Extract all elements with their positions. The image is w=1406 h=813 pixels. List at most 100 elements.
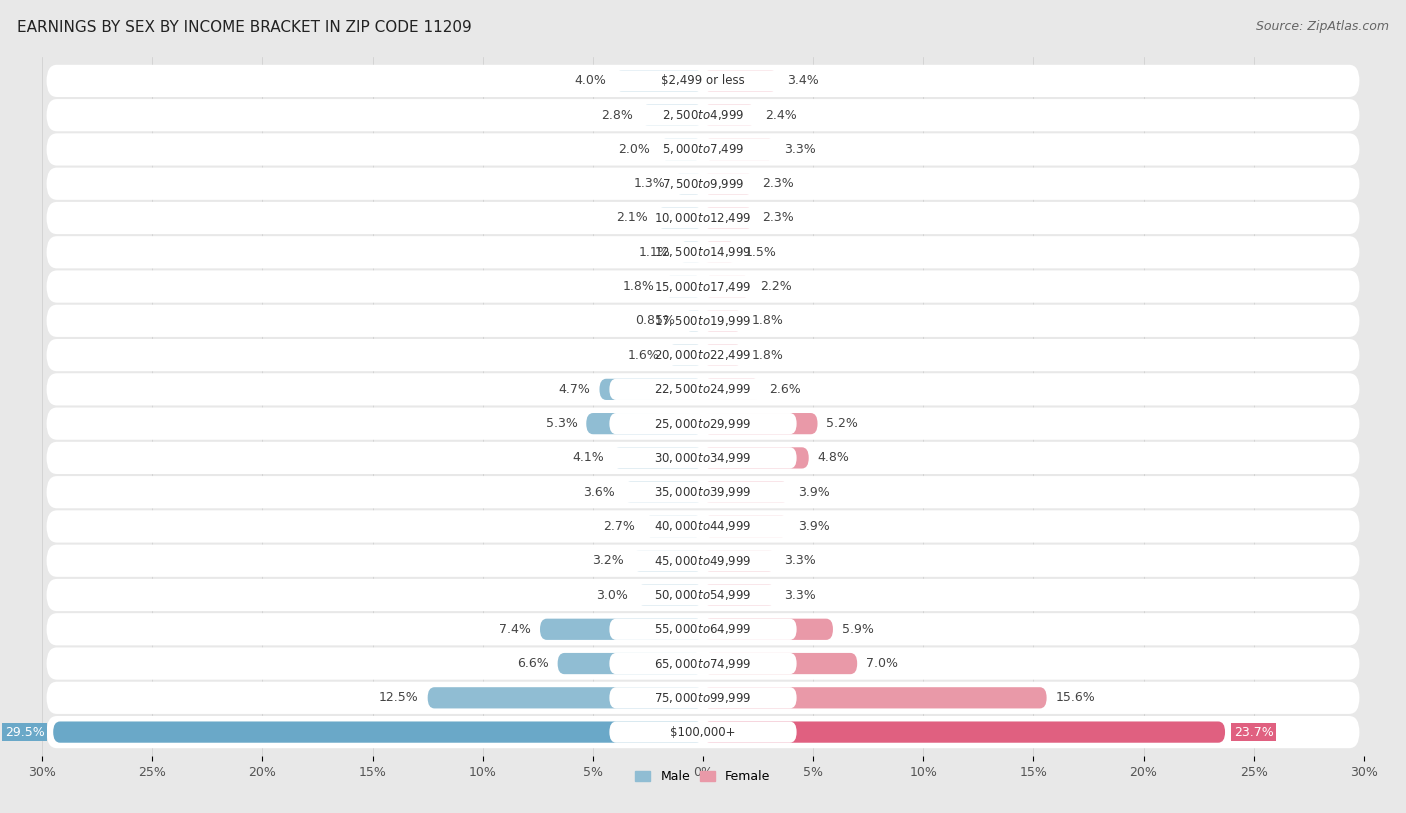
Text: 4.1%: 4.1% xyxy=(572,451,605,464)
Text: Source: ZipAtlas.com: Source: ZipAtlas.com xyxy=(1256,20,1389,33)
Text: 4.0%: 4.0% xyxy=(574,75,606,88)
Text: 3.6%: 3.6% xyxy=(583,485,614,498)
FancyBboxPatch shape xyxy=(703,619,832,640)
FancyBboxPatch shape xyxy=(613,447,703,468)
FancyBboxPatch shape xyxy=(703,139,776,160)
FancyBboxPatch shape xyxy=(703,241,737,263)
Text: 1.3%: 1.3% xyxy=(634,177,665,190)
FancyBboxPatch shape xyxy=(703,413,817,434)
Text: $5,000 to $7,499: $5,000 to $7,499 xyxy=(662,142,744,156)
Text: 3.3%: 3.3% xyxy=(785,589,817,602)
FancyBboxPatch shape xyxy=(609,653,797,674)
FancyBboxPatch shape xyxy=(46,133,1360,166)
Text: $35,000 to $39,999: $35,000 to $39,999 xyxy=(654,485,752,499)
FancyBboxPatch shape xyxy=(609,70,797,92)
FancyBboxPatch shape xyxy=(633,550,703,572)
FancyBboxPatch shape xyxy=(46,339,1360,372)
Text: 23.7%: 23.7% xyxy=(1234,725,1274,738)
FancyBboxPatch shape xyxy=(46,202,1360,234)
FancyBboxPatch shape xyxy=(703,515,789,537)
FancyBboxPatch shape xyxy=(703,653,858,674)
FancyBboxPatch shape xyxy=(609,447,797,468)
FancyBboxPatch shape xyxy=(609,687,797,708)
Text: 4.8%: 4.8% xyxy=(817,451,849,464)
Text: 2.3%: 2.3% xyxy=(762,177,794,190)
FancyBboxPatch shape xyxy=(46,716,1360,748)
Text: 2.6%: 2.6% xyxy=(769,383,801,396)
Text: 2.0%: 2.0% xyxy=(619,143,650,156)
Text: $75,000 to $99,999: $75,000 to $99,999 xyxy=(654,691,752,705)
Text: $15,000 to $17,499: $15,000 to $17,499 xyxy=(654,280,752,293)
FancyBboxPatch shape xyxy=(46,545,1360,577)
Text: $2,499 or less: $2,499 or less xyxy=(661,75,745,88)
FancyBboxPatch shape xyxy=(703,721,1225,743)
FancyBboxPatch shape xyxy=(46,579,1360,611)
Text: 1.8%: 1.8% xyxy=(751,315,783,328)
FancyBboxPatch shape xyxy=(703,207,754,228)
Text: EARNINGS BY SEX BY INCOME BRACKET IN ZIP CODE 11209: EARNINGS BY SEX BY INCOME BRACKET IN ZIP… xyxy=(17,20,471,35)
Text: $22,500 to $24,999: $22,500 to $24,999 xyxy=(654,382,752,397)
FancyBboxPatch shape xyxy=(609,311,797,332)
Text: 3.2%: 3.2% xyxy=(592,554,624,567)
FancyBboxPatch shape xyxy=(624,481,703,502)
Text: 29.5%: 29.5% xyxy=(4,725,45,738)
Text: 2.8%: 2.8% xyxy=(600,109,633,122)
FancyBboxPatch shape xyxy=(46,441,1360,474)
Text: 1.8%: 1.8% xyxy=(623,280,655,293)
Text: 5.9%: 5.9% xyxy=(842,623,873,636)
FancyBboxPatch shape xyxy=(53,721,703,743)
FancyBboxPatch shape xyxy=(46,99,1360,131)
Text: 12.5%: 12.5% xyxy=(380,691,419,704)
FancyBboxPatch shape xyxy=(703,585,776,606)
FancyBboxPatch shape xyxy=(558,653,703,674)
Text: 29.5%: 29.5% xyxy=(4,725,45,738)
FancyBboxPatch shape xyxy=(641,105,703,126)
FancyBboxPatch shape xyxy=(609,207,797,228)
Text: $20,000 to $22,499: $20,000 to $22,499 xyxy=(654,348,752,362)
Text: 2.4%: 2.4% xyxy=(765,109,796,122)
FancyBboxPatch shape xyxy=(644,515,703,537)
Text: $40,000 to $44,999: $40,000 to $44,999 xyxy=(654,520,752,533)
FancyBboxPatch shape xyxy=(46,373,1360,406)
FancyBboxPatch shape xyxy=(609,241,797,263)
FancyBboxPatch shape xyxy=(703,276,751,298)
Text: $65,000 to $74,999: $65,000 to $74,999 xyxy=(654,657,752,671)
FancyBboxPatch shape xyxy=(609,173,797,194)
FancyBboxPatch shape xyxy=(609,721,797,743)
Text: 5.2%: 5.2% xyxy=(827,417,858,430)
FancyBboxPatch shape xyxy=(46,407,1360,440)
Text: 3.4%: 3.4% xyxy=(787,75,818,88)
Text: 0.85%: 0.85% xyxy=(636,315,675,328)
FancyBboxPatch shape xyxy=(46,511,1360,542)
Text: $50,000 to $54,999: $50,000 to $54,999 xyxy=(654,588,752,602)
FancyBboxPatch shape xyxy=(703,173,754,194)
FancyBboxPatch shape xyxy=(609,105,797,126)
FancyBboxPatch shape xyxy=(659,139,703,160)
Text: 2.2%: 2.2% xyxy=(761,280,792,293)
FancyBboxPatch shape xyxy=(703,311,742,332)
FancyBboxPatch shape xyxy=(609,276,797,298)
Text: $2,500 to $4,999: $2,500 to $4,999 xyxy=(662,108,744,122)
FancyBboxPatch shape xyxy=(609,585,797,606)
FancyBboxPatch shape xyxy=(614,70,703,92)
Text: 23.7%: 23.7% xyxy=(1234,725,1274,738)
Text: 3.9%: 3.9% xyxy=(797,485,830,498)
Text: 1.1%: 1.1% xyxy=(638,246,669,259)
Text: $55,000 to $64,999: $55,000 to $64,999 xyxy=(654,622,752,637)
Text: 3.9%: 3.9% xyxy=(797,520,830,533)
Text: $17,500 to $19,999: $17,500 to $19,999 xyxy=(654,314,752,328)
Text: 7.4%: 7.4% xyxy=(499,623,531,636)
FancyBboxPatch shape xyxy=(703,447,808,468)
Text: 5.3%: 5.3% xyxy=(546,417,578,430)
FancyBboxPatch shape xyxy=(46,682,1360,714)
FancyBboxPatch shape xyxy=(703,379,761,400)
FancyBboxPatch shape xyxy=(609,619,797,640)
FancyBboxPatch shape xyxy=(609,481,797,502)
FancyBboxPatch shape xyxy=(46,305,1360,337)
FancyBboxPatch shape xyxy=(668,345,703,366)
Text: 4.7%: 4.7% xyxy=(558,383,591,396)
Text: 2.1%: 2.1% xyxy=(616,211,648,224)
FancyBboxPatch shape xyxy=(540,619,703,640)
FancyBboxPatch shape xyxy=(703,105,756,126)
Text: $25,000 to $29,999: $25,000 to $29,999 xyxy=(654,416,752,431)
